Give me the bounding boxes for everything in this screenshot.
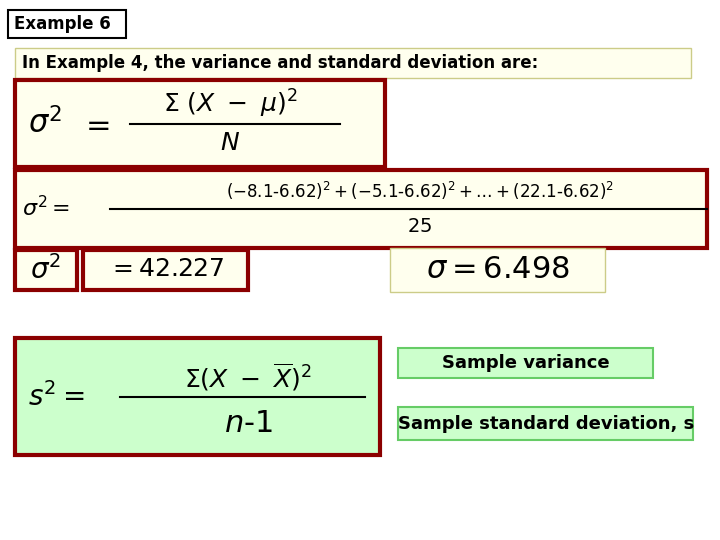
Text: $\sigma^2$: $\sigma^2$: [28, 108, 63, 140]
Bar: [398, 348, 653, 378]
Text: $= 42.227$: $= 42.227$: [108, 259, 225, 281]
Text: $\Sigma(X\ -\ \overline{X})^2$: $\Sigma(X\ -\ \overline{X})^2$: [184, 361, 312, 393]
Text: $25$: $25$: [408, 218, 433, 236]
Text: Sample standard deviation, s: Sample standard deviation, s: [398, 415, 694, 433]
Text: $\sigma^2$: $\sigma^2$: [30, 255, 62, 285]
Text: $=$: $=$: [80, 109, 110, 139]
Text: In Example 4, the variance and standard deviation are:: In Example 4, the variance and standard …: [22, 54, 539, 72]
Text: $\Sigma\ (X\ -\ \mu)^2$: $\Sigma\ (X\ -\ \mu)^2$: [163, 88, 297, 120]
Bar: [15, 338, 380, 455]
Bar: [15, 170, 707, 248]
Bar: [15, 80, 385, 167]
Text: $n\text{-}1$: $n\text{-}1$: [224, 408, 272, 440]
Text: Example 6: Example 6: [14, 15, 111, 33]
Text: $s^2 =$: $s^2 =$: [28, 382, 85, 412]
Bar: [15, 48, 691, 78]
Bar: [390, 248, 605, 292]
Text: Sample variance: Sample variance: [442, 354, 610, 372]
Text: $\sigma^2 =$: $\sigma^2 =$: [22, 197, 70, 221]
Bar: [8, 10, 126, 38]
Text: $N$: $N$: [220, 132, 240, 156]
Bar: [83, 250, 248, 290]
Text: $(-8.1\text{-}6.62)^2 + (-5.1\text{-}6.62)^2 + \ldots + (22.1\text{-}6.62)^2$: $(-8.1\text{-}6.62)^2 + (-5.1\text{-}6.6…: [226, 180, 614, 202]
Bar: [15, 250, 77, 290]
Bar: [398, 407, 693, 440]
Text: $\sigma = 6.498$: $\sigma = 6.498$: [426, 254, 570, 286]
